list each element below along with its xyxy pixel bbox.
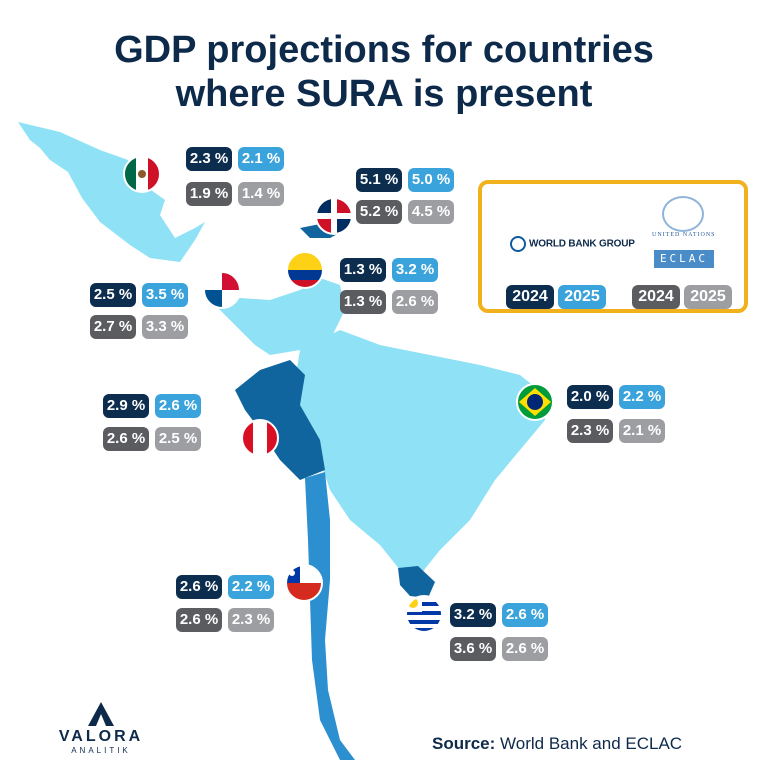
- panama-flag-icon: [203, 271, 241, 309]
- legend-wb-2024: 2024: [506, 285, 554, 309]
- logo-name: VALORA: [58, 728, 144, 745]
- panama-ec-2025: 3.3 %: [142, 315, 188, 339]
- mexico-shape: [18, 122, 205, 262]
- un-emblem-icon: [662, 196, 704, 232]
- colombia-ec-2024: 1.3 %: [340, 290, 386, 314]
- panama-ec-2024: 2.7 %: [90, 315, 136, 339]
- logo-sub: ANALITIK: [71, 746, 131, 755]
- chile-wb-2024: 2.6 %: [176, 575, 222, 599]
- central-america-shape: [210, 278, 345, 355]
- dominican-ec-2025: 4.5 %: [408, 200, 454, 224]
- peru-wb-2025: 2.6 %: [155, 394, 201, 418]
- dominican-republic-flag-icon: [315, 197, 353, 235]
- colombia-wb-2025: 3.2 %: [392, 258, 438, 282]
- uruguay-shape: [398, 566, 435, 598]
- chile-flag-icon: [285, 564, 323, 602]
- peru-flag-icon: [241, 419, 279, 457]
- peru-ec-2025: 2.5 %: [155, 427, 201, 451]
- dominican-wb-2024: 5.1 %: [356, 168, 402, 192]
- legend-wb-2025: 2025: [558, 285, 606, 309]
- legend-ec-2025: 2025: [684, 285, 732, 309]
- source-text: World Bank and ECLAC: [495, 734, 683, 753]
- mexico-flag-icon: [123, 155, 161, 193]
- panama-wb-2024: 2.5 %: [90, 283, 136, 307]
- mexico-ec-2025: 1.4 %: [238, 182, 284, 206]
- peru-shape: [235, 360, 325, 480]
- peru-wb-2024: 2.9 %: [103, 394, 149, 418]
- dominican-wb-2025: 5.0 %: [408, 168, 454, 192]
- mexico-wb-2024: 2.3 %: [186, 147, 232, 171]
- legend-ec-2024: 2024: [632, 285, 680, 309]
- world-bank-logo: WORLD BANK GROUP: [510, 236, 635, 252]
- valora-wing-icon: [88, 702, 114, 726]
- colombia-ec-2025: 2.6 %: [392, 290, 438, 314]
- brazil-ec-2024: 2.3 %: [567, 419, 613, 443]
- chile-shape: [305, 472, 355, 760]
- brazil-ec-2025: 2.1 %: [619, 419, 665, 443]
- title-line-2: where SURA is present: [175, 73, 593, 115]
- uruguay-wb-2024: 3.2 %: [450, 603, 496, 627]
- brazil-wb-2024: 2.0 %: [567, 385, 613, 409]
- brazil-flag-icon: [516, 383, 554, 421]
- dominican-ec-2024: 5.2 %: [356, 200, 402, 224]
- source-label: Source:: [432, 734, 496, 753]
- eclac-logo: ECLAC: [654, 250, 714, 268]
- source-note: Source: World Bank and ECLAC: [432, 734, 682, 754]
- brazil-shape: [295, 330, 545, 575]
- panama-wb-2025: 3.5 %: [142, 283, 188, 307]
- chile-wb-2025: 2.2 %: [228, 575, 274, 599]
- uruguay-ec-2024: 3.6 %: [450, 637, 496, 661]
- chile-ec-2025: 2.3 %: [228, 608, 274, 632]
- world-bank-globe-icon: [510, 236, 526, 252]
- peru-ec-2024: 2.6 %: [103, 427, 149, 451]
- uruguay-wb-2025: 2.6 %: [502, 603, 548, 627]
- colombia-wb-2024: 1.3 %: [340, 258, 386, 282]
- valora-analitik-logo: VALORA ANALITIK: [56, 700, 146, 755]
- brazil-wb-2025: 2.2 %: [619, 385, 665, 409]
- title-line-1: GDP projections for countries: [114, 29, 654, 71]
- uruguay-flag-icon: [405, 595, 443, 633]
- legend-box: WORLD BANK GROUP UNITED NATIONS ECLAC 20…: [478, 180, 748, 313]
- colombia-flag-icon: [286, 251, 324, 289]
- mexico-wb-2025: 2.1 %: [238, 147, 284, 171]
- uruguay-ec-2025: 2.6 %: [502, 637, 548, 661]
- mexico-ec-2024: 1.9 %: [186, 182, 232, 206]
- world-bank-label: WORLD BANK GROUP: [529, 238, 635, 250]
- un-label: UNITED NATIONS: [652, 232, 716, 238]
- chile-ec-2024: 2.6 %: [176, 608, 222, 632]
